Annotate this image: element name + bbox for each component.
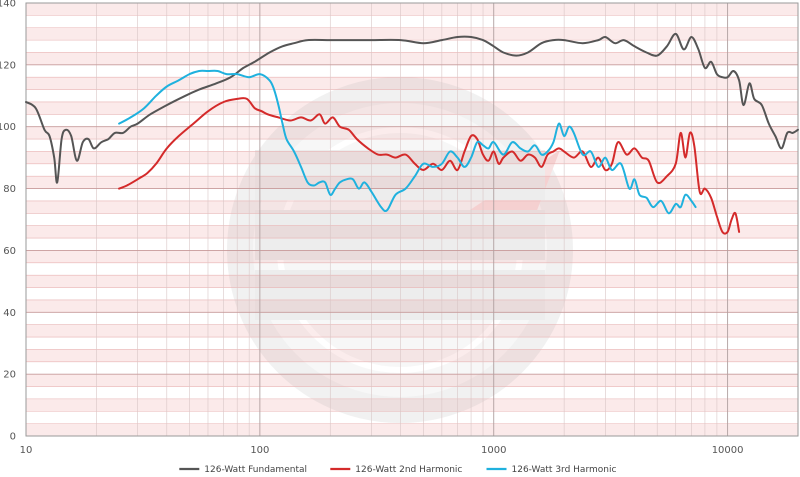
background-band (26, 312, 798, 325)
background-band (26, 349, 798, 362)
x-tick-label: 10 (20, 445, 33, 456)
x-tick-label: 1000 (481, 445, 506, 456)
background-band (26, 299, 798, 313)
plot-background-bands (26, 3, 798, 436)
background-band (26, 64, 798, 78)
background-band (26, 337, 798, 350)
y-tick-label: 100 (0, 122, 16, 133)
y-tick-label: 140 (0, 0, 16, 10)
background-band (26, 200, 798, 214)
y-tick-label: 20 (3, 370, 16, 381)
background-band (26, 77, 798, 90)
background-band (26, 423, 798, 436)
background-band (26, 139, 798, 152)
background-band (26, 324, 798, 338)
legend-label: 126-Watt 2nd Harmonic (355, 465, 462, 475)
background-band (26, 275, 798, 288)
series-line-126-watt-2nd-harmonic (118, 97, 741, 235)
background-band (26, 3, 798, 16)
background-band (26, 163, 798, 177)
x-tick-label: 100 (250, 445, 269, 456)
y-tick-label: 0 (10, 432, 16, 443)
background-band (26, 52, 798, 65)
y-tick-label: 80 (3, 184, 16, 195)
background-band (26, 176, 798, 189)
plot-frame (25, 2, 799, 437)
series-layer (25, 32, 799, 235)
background-band (26, 27, 798, 41)
background-band (26, 225, 798, 239)
background-band (26, 398, 798, 412)
background-band (26, 250, 798, 263)
series-line-126-watt-fundamental (25, 32, 799, 184)
background-band (26, 386, 798, 399)
background-band (26, 188, 798, 201)
y-tick-label: 60 (3, 246, 16, 257)
y-tick-label: 40 (3, 308, 16, 319)
background-band (26, 411, 798, 424)
x-tick-label: 10000 (712, 445, 744, 456)
y-axis-ticks: 0 20 40 60 80 100 120 140 (0, 0, 16, 443)
background-band (26, 15, 798, 28)
background-band (26, 126, 798, 140)
background-band (26, 89, 798, 102)
background-band (26, 287, 798, 300)
background-band (26, 40, 798, 53)
background-band (26, 151, 798, 164)
legend-label: 126-Watt Fundamental (204, 465, 307, 475)
background-band (26, 213, 798, 226)
y-tick-label: 120 (0, 60, 16, 71)
background-band (26, 361, 798, 375)
series-line-126-watt-3rd-harmonic (118, 69, 697, 215)
background-band (26, 374, 798, 387)
legend: 126-Watt Fundamental 126-Watt 2nd Harmoni… (179, 465, 616, 475)
background-band (26, 114, 798, 127)
background-band (26, 262, 798, 276)
x-axis-ticks: 10 100 1000 10000 (20, 445, 744, 456)
legend-label: 126-Watt 3rd Harmonic (512, 465, 617, 475)
background-band (26, 238, 798, 251)
